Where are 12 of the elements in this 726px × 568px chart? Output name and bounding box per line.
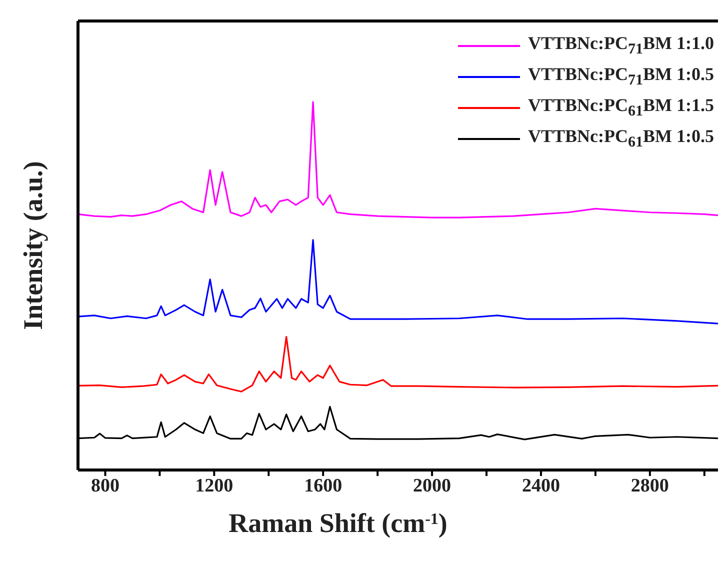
- legend-label: VTTBNc:PC$_{61}$BM 1:1.5: [528, 94, 714, 120]
- x-axis-title: Raman Shift (cm$^{-1}$): [228, 508, 448, 538]
- x-tick-label: 2400: [522, 475, 560, 496]
- legend-label: VTTBNc:PC$_{71}$BM 1:0.5: [528, 64, 714, 90]
- x-tick-label: 2000: [413, 475, 452, 496]
- x-tick-label: 2800: [630, 475, 669, 496]
- x-tick-label: 1200: [195, 475, 234, 496]
- x-tick-label: 1600: [304, 475, 342, 496]
- y-axis-title: Intensity (a.u.): [18, 161, 48, 330]
- legend-label: VTTBNc:PC$_{61}$BM 1:0.5: [528, 126, 714, 152]
- x-tick-label: 800: [90, 475, 120, 496]
- legend-label: VTTBNc:PC$_{71}$BM 1:1.0: [528, 32, 714, 58]
